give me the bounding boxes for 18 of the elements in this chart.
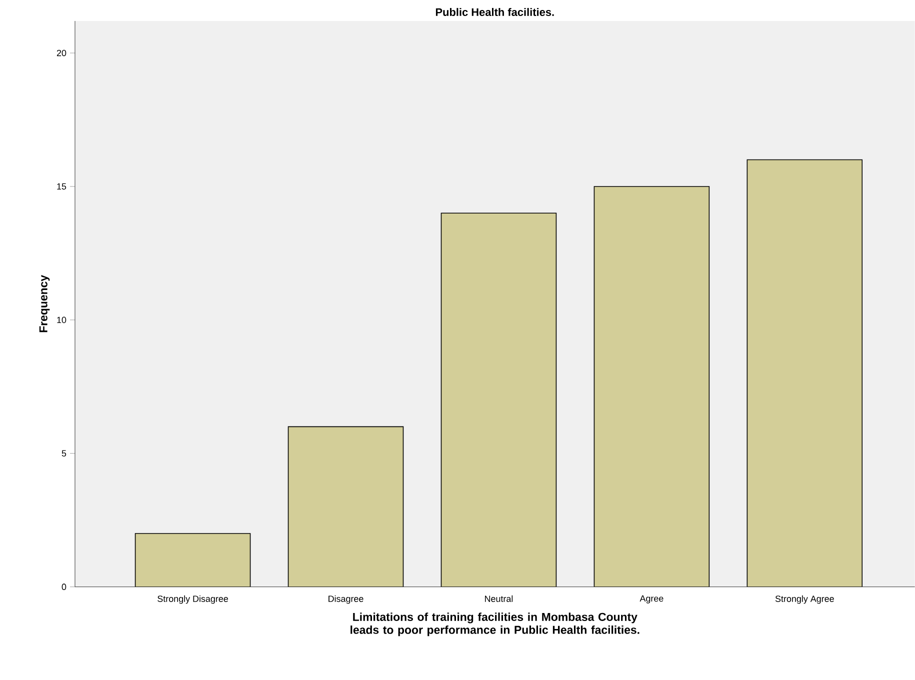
chart-title: Public Health facilities. xyxy=(436,8,554,16)
y-tick-label: 10 xyxy=(57,316,66,324)
y-tick-label: 0 xyxy=(62,584,66,590)
bar xyxy=(288,426,404,587)
y-tick-label: 5 xyxy=(62,450,66,457)
x-tick-label: Disagree xyxy=(328,595,364,604)
x-tick-label: Neutral xyxy=(485,595,513,602)
x-tick-label: Strongly Agree xyxy=(775,595,834,604)
bar xyxy=(746,159,863,587)
bar xyxy=(594,186,710,587)
bar xyxy=(134,533,251,587)
x-tick-label: Agree xyxy=(640,595,664,604)
x-axis-title: Limitations of training facilities in Mombasa County leads to poor performance in Public Health facilities. xyxy=(350,612,640,636)
y-tick-label: 20 xyxy=(56,50,66,56)
y-axis-title: Frequency xyxy=(39,275,50,332)
x-tick-label: Strongly Disagree xyxy=(158,595,228,604)
y-tick-label: 15 xyxy=(57,183,66,190)
bar xyxy=(440,212,557,587)
